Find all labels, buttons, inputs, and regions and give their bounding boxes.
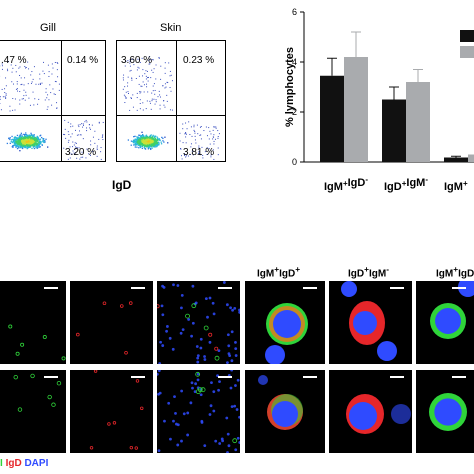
micro-header-3-a-sup: + (453, 264, 459, 274)
bar-s0-c0 (320, 75, 344, 162)
micro-r1-c6 (416, 281, 474, 364)
micro-r1-c5-image (341, 281, 397, 361)
micro-header-3: IgM+IgD (436, 264, 474, 279)
micro-r2-c2 (70, 370, 153, 453)
micro-header-1-a: IgM (257, 268, 275, 280)
legend-igd: IgD (5, 458, 22, 469)
micro-r1-c3 (157, 281, 240, 364)
micro-r1-c1-image (8, 324, 66, 361)
bar-y-label: % lymphocytes (284, 47, 296, 127)
legend-igm: I (0, 458, 3, 469)
scale-bar (218, 287, 232, 289)
scale-bar (218, 376, 232, 378)
legend-swatch-1 (460, 46, 474, 58)
micro-r1-c6-image (430, 281, 474, 339)
scale-bar (452, 376, 466, 378)
gill-title: Gill (40, 22, 56, 34)
flow-x-axis-label: IgD (112, 178, 132, 192)
scale-bar (44, 376, 58, 378)
bar-s1-c1 (406, 82, 430, 162)
x-category-2: IgM+ (444, 179, 468, 193)
micro-r2-c4 (245, 370, 325, 453)
scale-bar (390, 287, 404, 289)
x-category-0: IgM+IgD- (324, 175, 368, 193)
micro-r2-c1 (0, 370, 66, 453)
y-tick-label-0: 0 (292, 157, 297, 167)
scale-bar (131, 287, 145, 289)
skin-pct-tr: 0.23 % (183, 55, 215, 66)
skin-title: Skin (160, 22, 182, 34)
gill-pct-tl: .47 % (1, 55, 27, 66)
scale-bar (390, 376, 404, 378)
micro-r2-c5-image (346, 394, 411, 434)
micro-header-1-a-sup: + (274, 264, 280, 274)
bar-s0-c2 (444, 157, 468, 162)
gill-quadrant-v (61, 41, 62, 161)
skin-quadrant-h (117, 115, 225, 116)
bar-s1-c0 (344, 57, 368, 162)
micro-legend: I IgD DAPI (0, 458, 48, 469)
gill-pct-br: 3.20 % (65, 147, 97, 158)
scale-bar (44, 287, 58, 289)
y-tick-label-2: 4 (292, 57, 297, 67)
micro-r2-c3 (157, 370, 240, 453)
micro-r1-c2-image (76, 301, 133, 355)
micro-header-2-a-sup: + (364, 264, 369, 274)
gill-dotplot (0, 61, 104, 160)
micro-r2-c4-image (258, 375, 303, 430)
micro-header-3-a: IgM (436, 268, 454, 280)
gill-quadrant-h (0, 115, 105, 116)
x-category-1: IgD+IgM- (384, 175, 428, 193)
micro-header-2-b-sup: - (386, 264, 389, 274)
micro-r2-c2-image (89, 370, 144, 450)
micro-r2-c3-image (157, 370, 240, 453)
micro-r1-c1 (0, 281, 66, 364)
skin-pct-br: 3.81 % (183, 147, 215, 158)
micro-r1-c2 (70, 281, 153, 364)
scale-bar (303, 287, 317, 289)
skin-dotplot (122, 56, 220, 160)
micro-header-2-b: IgM (368, 268, 387, 280)
micro-header-1-b: IgD (279, 268, 296, 280)
scale-bar (303, 376, 317, 378)
micro-header-2-a: IgD (348, 268, 365, 280)
micro-r1-c4 (245, 281, 325, 364)
micro-header-2: IgD+IgM- (348, 264, 389, 279)
micro-r1-c4-image (265, 303, 308, 364)
micro-r2-c1-image (13, 373, 62, 412)
scale-bar (131, 376, 145, 378)
micro-r2-c5 (329, 370, 412, 453)
y-tick-label-1: 2 (292, 107, 297, 117)
micro-r1-c3-image (157, 281, 240, 364)
micro-r2-c6 (416, 370, 474, 453)
skin-quadrant-v (176, 41, 177, 161)
micro-header-1-b-sup: + (295, 264, 301, 274)
legend-swatch-0 (460, 30, 474, 42)
micro-r2-c6-image (429, 393, 467, 431)
micro-header-1: IgM+IgD+ (257, 264, 300, 279)
bar-chart: 0 2 4 6 % lymphocytes IgM+IgD- IgD+IgM- IgM+ (284, 7, 474, 193)
gill-pct-tr: 0.14 % (67, 55, 99, 66)
gill-flow-plot: .47 % 0.14 % 3.20 % (0, 40, 106, 162)
bar-s1-c2 (468, 154, 474, 162)
scale-bar (452, 287, 466, 289)
y-tick-label-3: 6 (292, 7, 297, 17)
legend-dapi: DAPI (24, 458, 49, 469)
micro-header-3-b: IgD (458, 268, 474, 280)
skin-flow-plot: 3.60 % 0.23 % 3.81 % (116, 40, 226, 162)
micro-r1-c5 (329, 281, 412, 364)
skin-pct-tl: 3.60 % (121, 55, 153, 66)
bar-s0-c1 (382, 99, 406, 162)
